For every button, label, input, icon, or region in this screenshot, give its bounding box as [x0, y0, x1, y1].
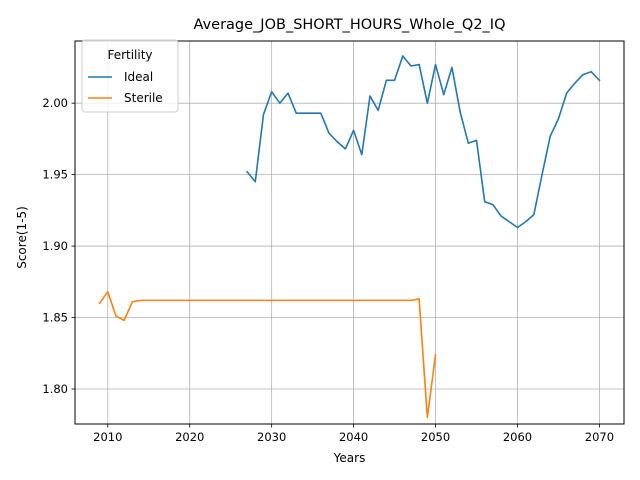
legend-title: Fertility	[107, 48, 152, 62]
series-layer	[98, 55, 601, 419]
legend-label-ideal: Ideal	[124, 70, 153, 84]
x-tick-label: 2070	[585, 430, 614, 444]
legend: Fertility Ideal Sterile	[81, 39, 179, 113]
x-tick-label: 2020	[175, 430, 204, 444]
x-tick-label: 2050	[421, 430, 450, 444]
x-tick-label: 2060	[503, 430, 532, 444]
x-axis-label: Years	[333, 451, 366, 465]
legend-items: Ideal Sterile	[88, 70, 163, 105]
series-line-sterile	[98, 291, 437, 419]
y-tick-label: 1.90	[42, 239, 68, 253]
legend-box	[81, 39, 179, 113]
x-tick-label: 2030	[257, 430, 286, 444]
chart-title: Average_JOB_SHORT_HOURS_Whole_Q2_IQ	[194, 17, 506, 33]
y-axis-label: Score(1-5)	[15, 206, 29, 269]
series-line-ideal	[245, 55, 601, 229]
plot-frame	[74, 40, 625, 425]
y-axis: 1.80 1.85 1.90 1.95 2.00	[42, 96, 75, 396]
y-tick-label: 1.85	[42, 311, 68, 325]
x-tick-label: 2040	[339, 430, 368, 444]
y-tick-label: 1.80	[42, 382, 68, 396]
x-axis: 2010 2020 2030 2040 2050 2060 2070	[93, 424, 614, 444]
y-tick-label: 1.95	[42, 168, 68, 182]
y-tick-label: 2.00	[42, 96, 68, 110]
x-tick-label: 2010	[93, 430, 122, 444]
legend-label-sterile: Sterile	[124, 91, 163, 105]
